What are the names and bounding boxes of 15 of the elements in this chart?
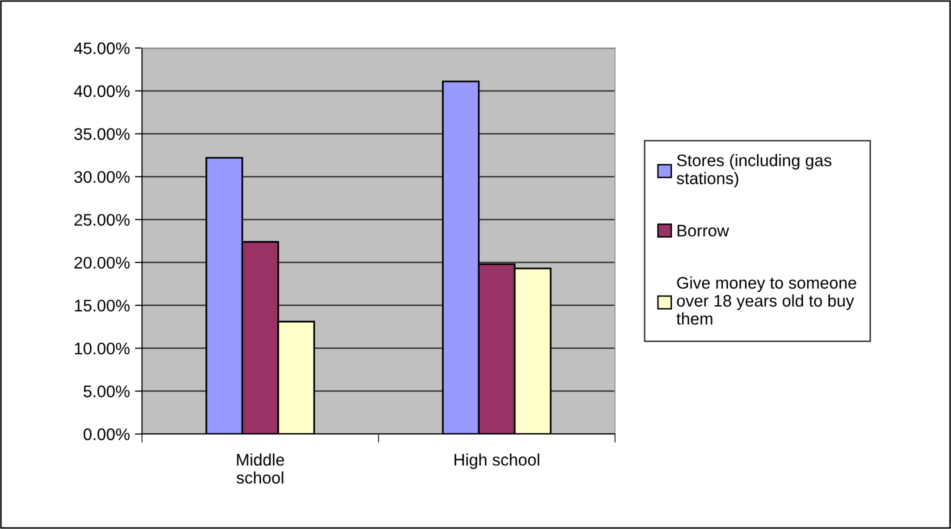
y-tick-label: 15.00% [74,300,130,312]
y-tick-label: 35.00% [74,128,130,140]
legend-label: Stores (including gas stations) [676,154,832,188]
y-tick-label: 10.00% [74,342,130,354]
y-tick-label: 25.00% [74,214,130,226]
y-tick-label: 45.00% [74,42,130,54]
y-tick-label: 40.00% [74,85,130,98]
x-tick-label: Middle school [236,453,284,484]
y-tick-label: 5.00% [84,386,130,398]
legend-label: Give money to someone over 18 years old to buy them [676,276,856,325]
x-tick-label: High school [454,453,540,469]
legend-label: Borrow [678,224,730,237]
y-tick-label: 20.00% [74,256,130,269]
y-tick-label: 30.00% [74,171,130,183]
y-tick-label: 0.00% [84,428,130,440]
